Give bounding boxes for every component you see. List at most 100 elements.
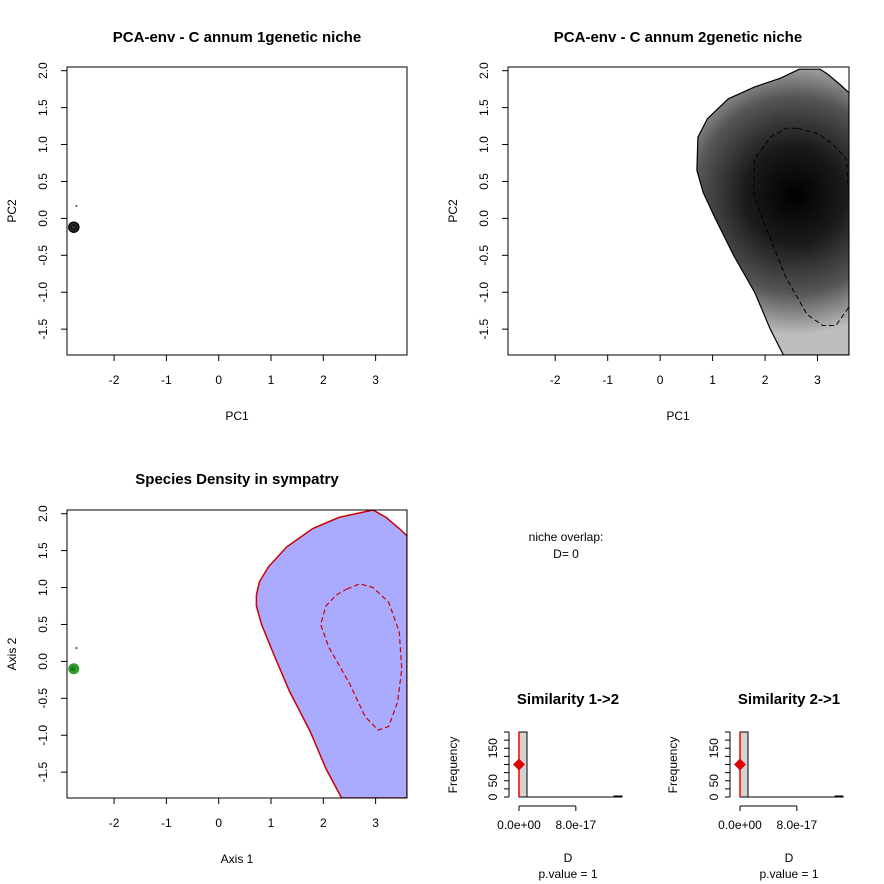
x-tick-label: 0.0e+00 xyxy=(718,818,762,832)
y-tick-label: -1.0 xyxy=(36,725,50,746)
x-tick-label: 8.0e-17 xyxy=(555,818,596,832)
x-tick-label: 1 xyxy=(268,816,275,830)
y-tick-label: 0 xyxy=(486,793,500,800)
y-tick-label: 150 xyxy=(486,738,500,758)
y-tick-label: 1.0 xyxy=(36,136,50,153)
y-tick-label: -1.0 xyxy=(477,282,491,303)
overlap-label: niche overlap: xyxy=(529,530,604,544)
panel1-density-contour xyxy=(70,224,77,231)
panel3-frame xyxy=(66,509,408,799)
hist2-title: Similarity 2->1 xyxy=(738,691,840,708)
panel3-plot-area xyxy=(68,510,407,798)
x-tick-label: 1 xyxy=(709,373,716,387)
panel2-density-contour xyxy=(752,127,849,326)
x-tick-label: 0 xyxy=(215,816,222,830)
hist2-y-axis: 0 50 150 xyxy=(707,731,731,800)
panel1-xlabel: PC1 xyxy=(225,409,249,423)
panel2-y-axis: -1.5 -1.0 -0.5 0.0 0.5 1.0 1.5 2.0 xyxy=(477,62,508,339)
x-tick-label: 3 xyxy=(372,816,379,830)
x-tick-label: -2 xyxy=(550,373,561,387)
panel-niche-2: PCA-env - C annum 2genetic niche -2 -1 0 1 2… xyxy=(446,29,850,423)
y-tick-label: 1.0 xyxy=(477,136,491,153)
y-tick-label: 0.5 xyxy=(477,173,491,190)
y-tick-label: -0.5 xyxy=(477,245,491,266)
x-tick-label: 2 xyxy=(320,816,327,830)
niche-overlap-text: niche overlap: D= 0 xyxy=(529,530,604,561)
hist2-observed-marker xyxy=(734,758,746,771)
x-tick-label: -1 xyxy=(161,373,172,387)
panel1-plot-area xyxy=(68,204,80,233)
x-tick-label: 2 xyxy=(320,373,327,387)
panel-sympatry: Species Density in sympatry -2 -1 0 1 2 3 -1.… xyxy=(5,471,408,866)
panel1-title: PCA-env - C annum 1genetic niche xyxy=(113,29,361,46)
y-tick-label: 50 xyxy=(486,774,500,788)
y-tick-label: 1.5 xyxy=(477,99,491,116)
panel1-outlier-point xyxy=(75,204,78,207)
panel3-y-axis: -1.5 -1.0 -0.5 0.0 0.5 1.0 1.5 2.0 xyxy=(36,505,67,782)
x-tick-label: 1 xyxy=(268,373,275,387)
panel3-species2-density xyxy=(255,510,407,798)
similarity-2-1-histogram: Similarity 2->1 0 50 150 0.0e+00 8.0e-17 Fr… xyxy=(666,691,844,881)
panel2-frame xyxy=(507,66,850,356)
x-tick-label: -1 xyxy=(602,373,613,387)
x-tick-label: 0.0e+00 xyxy=(497,818,541,832)
x-tick-label: -1 xyxy=(161,816,172,830)
y-tick-label: 1.0 xyxy=(36,579,50,596)
panel3-xlabel: Axis 1 xyxy=(221,852,254,866)
x-tick-label: 8.0e-17 xyxy=(776,818,817,832)
y-tick-label: -1.5 xyxy=(36,761,50,782)
panel-niche-1: PCA-env - C annum 1genetic niche -2 -1 0 1 2… xyxy=(5,29,408,423)
panel2-xlabel: PC1 xyxy=(666,409,690,423)
panel3-species1-core xyxy=(70,666,76,672)
x-tick-label: 3 xyxy=(372,373,379,387)
y-tick-label: 2.0 xyxy=(477,62,491,79)
hist2-ylabel: Frequency xyxy=(666,737,680,794)
panel3-x-axis: -2 -1 0 1 2 3 xyxy=(109,798,379,830)
y-tick-label: 0.0 xyxy=(477,210,491,227)
hist2-pvalue: p.value = 1 xyxy=(759,867,818,881)
y-tick-label: -0.5 xyxy=(36,688,50,709)
y-tick-label: 2.0 xyxy=(36,505,50,522)
panel2-ylabel: PC2 xyxy=(446,199,460,223)
hist1-xlabel: D xyxy=(564,851,573,865)
panel3-species1-outlier xyxy=(75,646,78,650)
y-tick-label: 0.5 xyxy=(36,173,50,190)
x-tick-label: -2 xyxy=(109,373,120,387)
y-tick-label: -1.5 xyxy=(477,318,491,339)
hist2-x-axis: 0.0e+00 8.0e-17 xyxy=(718,805,818,832)
panel2-density-surface xyxy=(696,68,849,355)
panel1-y-axis: -1.5 -1.0 -0.5 0.0 0.5 1.0 1.5 2.0 xyxy=(36,62,67,339)
y-tick-label: -1.5 xyxy=(36,318,50,339)
y-tick-label: 1.5 xyxy=(36,99,50,116)
panel2-title: PCA-env - C annum 2genetic niche xyxy=(554,29,802,46)
y-tick-label: -0.5 xyxy=(36,245,50,266)
x-tick-label: 3 xyxy=(814,373,821,387)
x-tick-label: 0 xyxy=(215,373,222,387)
hist1-pvalue: p.value = 1 xyxy=(538,867,597,881)
y-tick-label: 50 xyxy=(707,774,721,788)
hist1-ylabel: Frequency xyxy=(446,737,460,794)
y-tick-label: 1.5 xyxy=(36,542,50,559)
y-tick-label: 150 xyxy=(707,738,721,758)
hist2-xlabel: D xyxy=(785,851,794,865)
panel1-density-blob xyxy=(68,221,80,233)
hist1-y-axis: 0 50 150 xyxy=(486,731,510,800)
panel3-ylabel: Axis 2 xyxy=(5,637,19,670)
panel2-x-axis: -2 -1 0 1 2 3 xyxy=(550,355,821,387)
panel1-ylabel: PC2 xyxy=(5,199,19,223)
hist1-x-axis: 0.0e+00 8.0e-17 xyxy=(497,805,597,832)
hist1-bars xyxy=(518,731,623,798)
y-tick-label: 0 xyxy=(707,793,721,800)
panel1-x-axis: -2 -1 0 1 2 3 xyxy=(109,355,379,387)
hist1-title: Similarity 1->2 xyxy=(517,691,619,708)
x-tick-label: 0 xyxy=(657,373,664,387)
y-tick-label: -1.0 xyxy=(36,282,50,303)
hist2-bars xyxy=(739,731,844,798)
y-tick-label: 0.0 xyxy=(36,210,50,227)
y-tick-label: 0.0 xyxy=(36,653,50,670)
panel2-plot-area xyxy=(696,68,849,355)
similarity-1-2-histogram: Similarity 1->2 0 50 150 0.0e+00 8.0e-17 Fr… xyxy=(446,691,623,881)
panel1-frame xyxy=(66,66,408,356)
x-tick-label: -2 xyxy=(109,816,120,830)
